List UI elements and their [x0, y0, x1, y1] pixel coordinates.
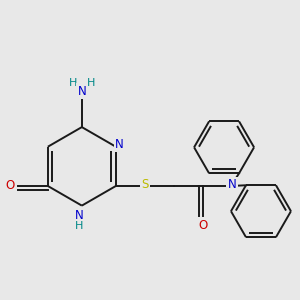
Text: O: O — [198, 219, 207, 232]
Text: H: H — [86, 79, 95, 88]
Text: N: N — [77, 85, 86, 98]
Text: N: N — [228, 178, 236, 191]
Text: H: H — [69, 79, 77, 88]
Text: N: N — [75, 209, 83, 222]
Text: N: N — [115, 137, 124, 151]
Text: S: S — [142, 178, 149, 191]
Text: H: H — [75, 221, 83, 231]
Text: O: O — [5, 179, 14, 193]
